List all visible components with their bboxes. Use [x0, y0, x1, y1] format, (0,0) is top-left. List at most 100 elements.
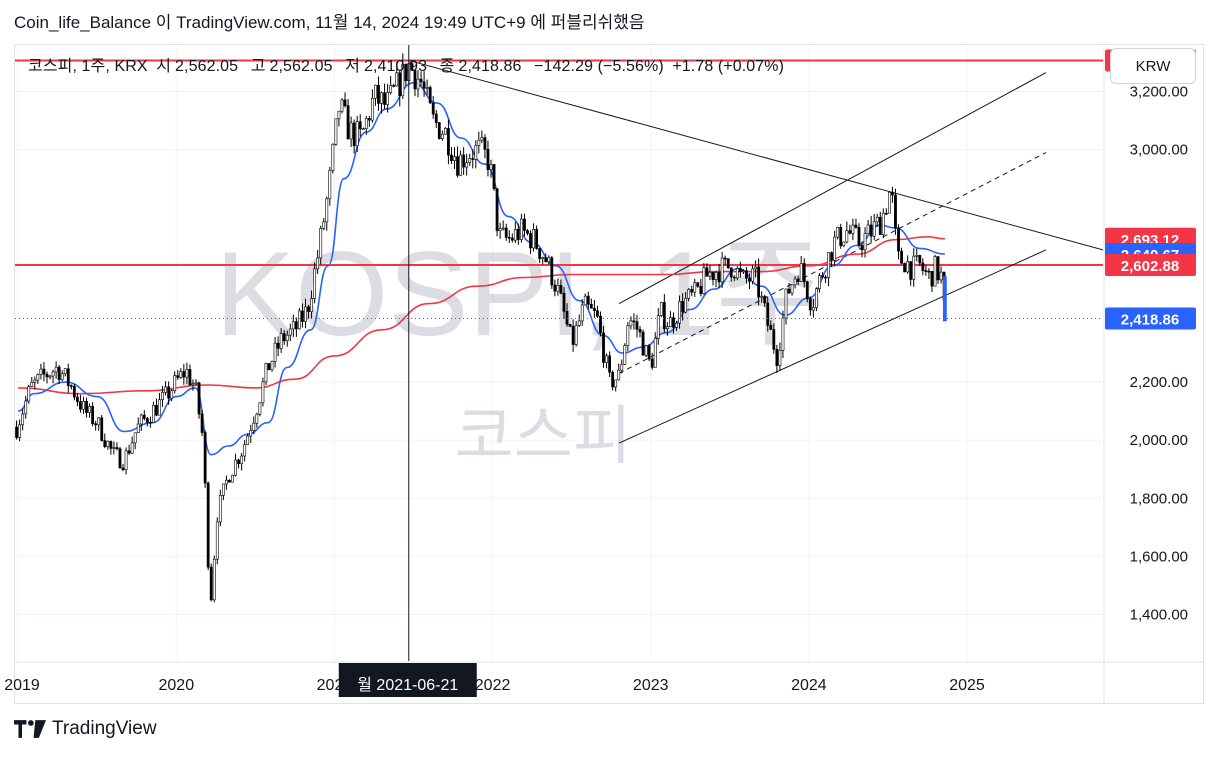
- candle-body: [821, 275, 824, 278]
- candle-body: [735, 268, 739, 279]
- crosshair-date-label: 월 2021-06-21: [338, 663, 477, 697]
- candle-body: [398, 72, 402, 97]
- candle-body: [903, 263, 906, 273]
- candle-body: [769, 325, 773, 330]
- candle-body: [392, 85, 396, 87]
- candle-body: [878, 216, 882, 235]
- candle-body: [255, 413, 259, 424]
- open-value: 시 2,562.05: [156, 58, 242, 75]
- candle-body: [231, 474, 234, 483]
- watermark-subtitle: 코스피: [455, 400, 632, 472]
- candle-body: [869, 224, 873, 237]
- candle-body: [334, 118, 338, 145]
- candle-body: [152, 405, 155, 423]
- candle-body: [906, 261, 910, 273]
- candle-body: [234, 459, 237, 476]
- author-name[interactable]: Coin_life_Balance: [14, 13, 152, 32]
- candle-body: [428, 87, 432, 104]
- candle-body: [94, 423, 98, 426]
- candle-body: [927, 270, 931, 273]
- candle-body: [450, 154, 453, 161]
- candle-body: [924, 270, 928, 272]
- candle-body: [395, 72, 399, 87]
- candle-body: [489, 164, 493, 170]
- candle-body: [717, 272, 721, 283]
- candle-body: [738, 268, 742, 272]
- candle-body: [72, 386, 76, 398]
- site-name[interactable]: TradingView.com,: [176, 13, 311, 32]
- candle-body: [307, 306, 310, 312]
- candle-body: [647, 345, 651, 360]
- candle-body: [97, 417, 101, 426]
- candle-body: [492, 164, 496, 189]
- grid: [15, 45, 1103, 661]
- candle-body: [76, 396, 79, 402]
- candle-body: [632, 320, 636, 323]
- candle-body: [854, 224, 858, 228]
- publish-suffix: 에 퍼블리쉬했음: [530, 13, 645, 32]
- candle-body: [483, 137, 487, 150]
- candle-body: [337, 110, 341, 120]
- candle-body: [757, 266, 761, 298]
- candle-body: [748, 277, 751, 282]
- candle-body: [766, 302, 770, 326]
- candle-body: [291, 321, 295, 330]
- candle-body: [401, 63, 405, 97]
- currency-button[interactable]: KRW: [1110, 48, 1196, 84]
- candle-body: [544, 257, 548, 262]
- x-tick-label: 2023: [633, 677, 669, 694]
- candle-body: [580, 304, 584, 322]
- candle-body: [139, 414, 143, 425]
- candle-body: [252, 422, 256, 431]
- watermark-title: KOSPI, 1주: [215, 227, 826, 361]
- candle-body: [422, 81, 426, 89]
- candle-body: [672, 317, 675, 328]
- open-number: 2,562.05: [175, 58, 239, 75]
- candle-body: [599, 315, 602, 334]
- candle-body: [54, 366, 58, 373]
- candle-body: [863, 233, 867, 251]
- candle-body: [15, 426, 18, 438]
- candle-body: [103, 440, 107, 447]
- change-value: −142.29 (−5.56%): [534, 58, 664, 75]
- candle-body: [930, 271, 934, 287]
- candle-body: [106, 441, 110, 447]
- candle-body: [419, 78, 423, 83]
- candle-body: [547, 257, 551, 262]
- candle-body: [437, 122, 441, 139]
- candle-body: [36, 374, 40, 381]
- candle-body: [635, 321, 639, 330]
- candle-body: [325, 198, 329, 223]
- candle-body: [191, 383, 195, 386]
- candle-body: [681, 301, 684, 313]
- candle-body: [468, 158, 472, 164]
- candle-body: [331, 144, 335, 171]
- candle-body: [498, 228, 502, 232]
- candle-body: [559, 285, 563, 294]
- candle-body: [91, 406, 95, 425]
- candle-body: [775, 348, 779, 366]
- candle-body: [136, 423, 140, 434]
- candle-body: [447, 128, 450, 156]
- candle-body: [556, 285, 560, 292]
- candle-body: [440, 133, 444, 139]
- candle-body: [912, 255, 916, 280]
- candle-body: [784, 288, 788, 319]
- candle-body: [732, 276, 736, 279]
- candle-body: [501, 227, 505, 230]
- candle-body: [261, 381, 265, 404]
- candle-body: [404, 63, 408, 82]
- symbol-label[interactable]: 코스피, 1주, KRX: [28, 58, 148, 75]
- candle-body: [206, 482, 210, 568]
- candle-body: [529, 233, 532, 249]
- tradingview-footer[interactable]: TradingView: [14, 718, 157, 740]
- candle-body: [790, 284, 794, 294]
- candle-body: [726, 258, 730, 269]
- candle-body: [650, 358, 654, 368]
- candle-body: [425, 87, 429, 89]
- candle-body: [891, 191, 894, 196]
- candle-body: [793, 278, 797, 286]
- candle-body: [510, 237, 514, 241]
- y-tick-label: 1,400.00: [1130, 607, 1188, 624]
